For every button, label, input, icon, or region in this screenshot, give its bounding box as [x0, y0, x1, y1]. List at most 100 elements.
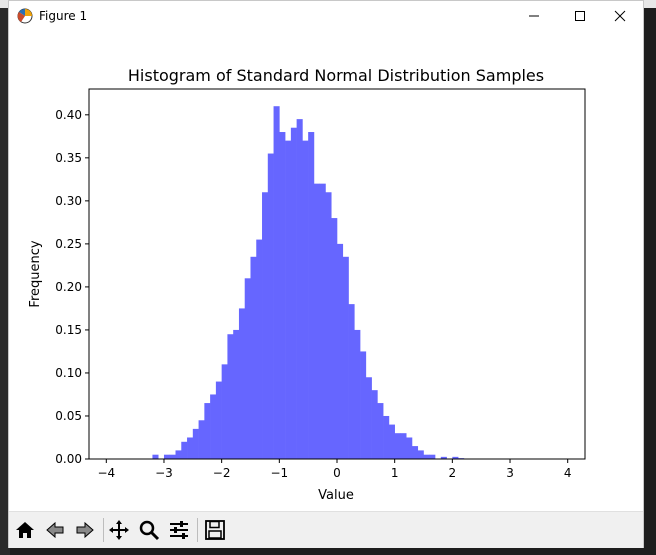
desktop-background	[0, 0, 10, 555]
x-tick-label: −3	[155, 466, 173, 480]
histogram-bar	[423, 454, 430, 459]
x-tick-label: 2	[449, 466, 457, 480]
zoom-button[interactable]	[135, 516, 163, 544]
title-bar[interactable]: Figure 1	[9, 1, 643, 31]
histogram-bar	[371, 390, 378, 459]
histogram-bar	[227, 334, 234, 459]
histogram-bar	[417, 450, 424, 459]
histogram-bar	[394, 433, 401, 459]
x-tick-label: 3	[506, 466, 514, 480]
histogram-bar	[406, 437, 413, 459]
histogram-bar	[210, 394, 217, 459]
y-tick-label: 0.15	[55, 323, 82, 337]
histogram-bar	[388, 424, 395, 459]
matplotlib-icon	[17, 8, 33, 24]
histogram-bar	[181, 441, 188, 459]
histogram-bar	[331, 218, 338, 459]
histogram-bar	[290, 127, 297, 459]
minimize-button[interactable]	[511, 1, 557, 31]
histogram-bar	[187, 437, 194, 459]
save-icon	[205, 520, 225, 540]
y-tick-label: 0.35	[55, 151, 82, 165]
histogram-bar	[365, 377, 372, 459]
histogram-bars	[152, 106, 465, 460]
histogram-bar	[204, 403, 211, 459]
toolbar-separator	[197, 518, 198, 542]
zoom-icon	[139, 520, 160, 541]
histogram-bar	[250, 256, 257, 459]
minimize-icon	[529, 15, 539, 17]
figure-canvas[interactable]: Histogram of Standard Normal Distributio…	[9, 31, 643, 511]
home-button[interactable]	[11, 516, 39, 544]
histogram-bar	[175, 450, 182, 459]
histogram-bar	[169, 454, 176, 459]
histogram-bar	[267, 153, 274, 459]
configure-subplots-icon	[170, 521, 188, 539]
histogram-bar	[452, 456, 459, 459]
histogram-bar	[342, 256, 349, 459]
maximize-icon	[575, 11, 585, 21]
histogram-bar	[337, 243, 344, 459]
y-axis-label: Frequency	[28, 240, 43, 307]
histogram-bar	[238, 308, 246, 459]
x-tick-label: 4	[564, 466, 572, 480]
histogram-bar	[233, 329, 240, 459]
histogram-bar	[192, 428, 199, 459]
x-tick-label: −1	[270, 466, 288, 480]
y-axis-ticks: 0.00 0.05 0.10 0.15 0.20 0.25 0.30 0.35 0.40	[55, 108, 89, 466]
histogram-bar	[383, 415, 390, 459]
histogram-bar	[163, 454, 171, 459]
forward-button[interactable]	[71, 516, 99, 544]
pan-icon	[109, 520, 129, 540]
y-tick-label: 0.10	[55, 366, 82, 380]
histogram-chart: Histogram of Standard Normal Distributio…	[28, 66, 586, 503]
histogram-bar	[308, 132, 315, 459]
close-button[interactable]	[597, 1, 643, 31]
window-title: Figure 1	[39, 9, 88, 23]
x-tick-label: −4	[97, 466, 115, 480]
close-icon	[614, 10, 626, 22]
x-tick-label: −2	[213, 466, 231, 480]
histogram-bar	[285, 140, 292, 459]
save-button[interactable]	[201, 516, 229, 544]
y-tick-label: 0.05	[55, 409, 82, 423]
histogram-bar	[221, 364, 228, 459]
y-tick-label: 0.40	[55, 108, 82, 122]
x-axis-label: Value	[318, 488, 354, 503]
histogram-bar	[198, 420, 205, 459]
histogram-bar	[296, 119, 303, 460]
histogram-bar	[302, 140, 309, 459]
histogram-bar	[256, 239, 263, 459]
histogram-bar	[319, 183, 326, 459]
histogram-bar	[152, 454, 159, 459]
home-icon	[16, 522, 34, 538]
y-tick-label: 0.30	[55, 194, 82, 208]
histogram-bar	[215, 381, 222, 459]
histogram-bar	[377, 403, 384, 459]
toolbar-separator	[103, 518, 104, 542]
forward-icon	[76, 521, 94, 539]
back-button[interactable]	[41, 516, 69, 544]
x-tick-label: 1	[391, 466, 399, 480]
y-tick-label: 0.00	[55, 452, 82, 466]
histogram-bar	[273, 106, 280, 460]
back-icon	[46, 521, 64, 539]
histogram-bar	[313, 183, 320, 459]
histogram-bar	[354, 329, 361, 459]
y-tick-label: 0.25	[55, 237, 82, 251]
pan-button[interactable]	[105, 516, 133, 544]
y-tick-label: 0.20	[55, 280, 82, 294]
x-axis-ticks: −4 −3 −2 −1 0 1 2 3 4	[97, 459, 572, 480]
histogram-bar	[411, 446, 419, 459]
histogram-bar	[244, 278, 251, 459]
configure-subplots-button[interactable]	[165, 516, 193, 544]
histogram-bar	[325, 192, 332, 460]
histogram-bar	[348, 304, 355, 459]
histogram-bar	[429, 454, 436, 459]
histogram-bar	[279, 132, 286, 459]
histogram-bar	[400, 433, 407, 459]
figure-window: Figure 1 Histogram of Standard Normal Di…	[8, 0, 644, 548]
chart-title: Histogram of Standard Normal Distributio…	[128, 66, 544, 85]
histogram-bar	[262, 192, 269, 460]
maximize-button[interactable]	[557, 1, 603, 31]
